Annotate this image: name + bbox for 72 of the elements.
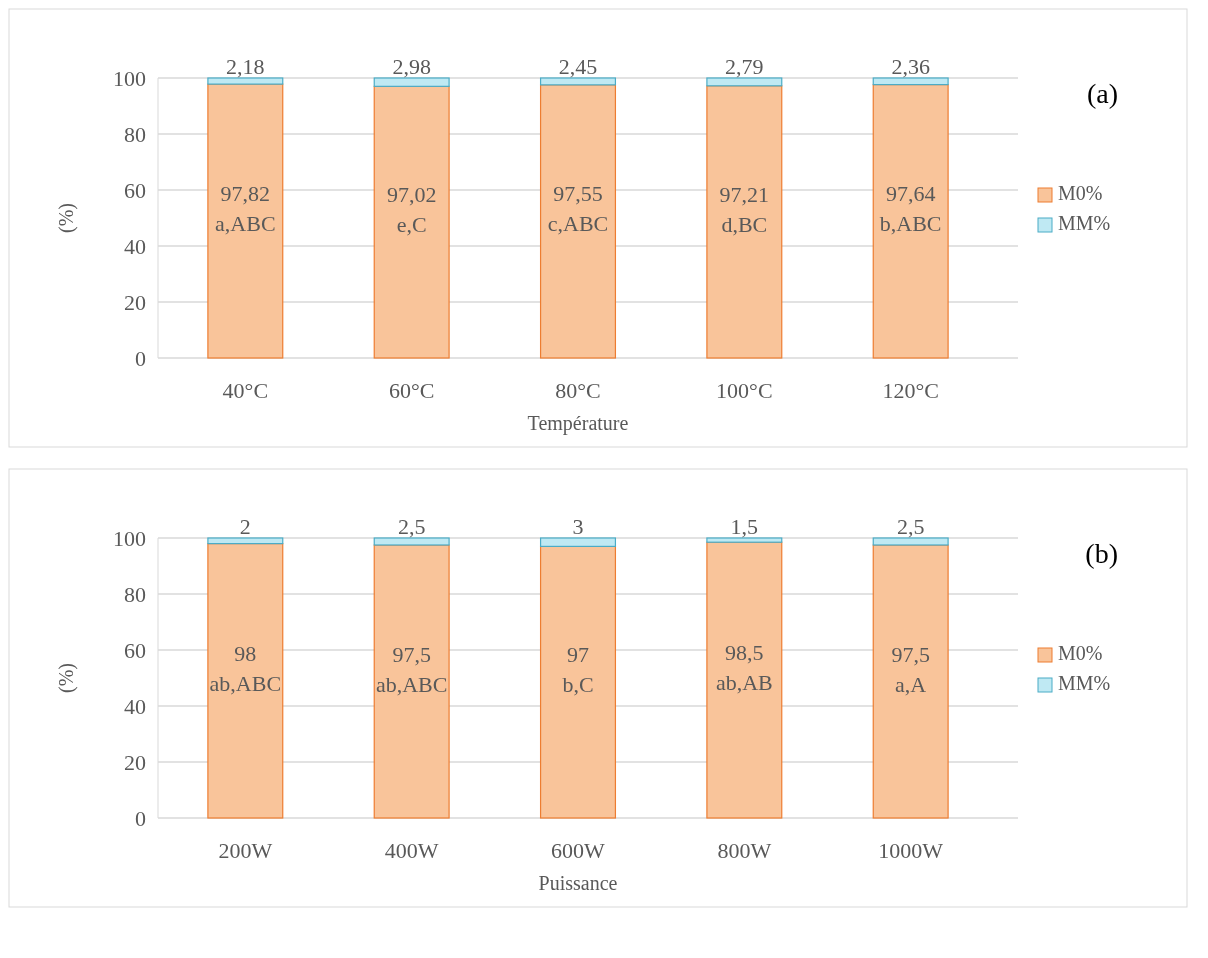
legend-label: MM% <box>1058 672 1111 694</box>
bar <box>539 84 617 359</box>
bar <box>373 544 450 819</box>
y-tick-label: 100 <box>113 65 146 91</box>
y-axis-title: (%) <box>55 663 78 693</box>
data-label: 97,21 d,BC <box>719 181 770 237</box>
data-label: 3 <box>572 514 584 539</box>
x-axis-title: Température <box>527 412 629 435</box>
x-tick-label: 400W <box>384 838 439 863</box>
y-tick-label: 100 <box>113 525 146 551</box>
x-tick-label: 60°C <box>388 378 435 403</box>
data-label: 97 b,C <box>562 642 594 698</box>
data-label: 2,18 <box>226 54 265 79</box>
bar <box>373 85 450 359</box>
text: (b) <box>1085 538 1118 569</box>
bar <box>706 85 783 359</box>
y-tick-label: 0 <box>135 345 146 371</box>
data-label: 2,98 <box>392 54 431 79</box>
bar <box>539 537 617 547</box>
bar <box>706 537 783 543</box>
legend-label: M0% <box>1058 642 1103 664</box>
x-tick-label: 40°C <box>222 378 269 403</box>
data-label: 97,5 a,A <box>891 641 930 697</box>
bar <box>539 77 617 86</box>
bar <box>207 543 284 819</box>
data-label: 97,64 b,ABC <box>879 181 942 237</box>
x-tick-label: 120°C <box>882 378 939 403</box>
bar <box>207 537 284 545</box>
data-label: 2,79 <box>725 54 764 79</box>
data-label: 2,36 <box>891 54 930 79</box>
legend-label: MM% <box>1058 212 1111 234</box>
bar <box>539 545 617 819</box>
y-tick-label: 0 <box>135 805 146 831</box>
bar <box>872 84 949 359</box>
x-tick-label: 200W <box>218 838 273 863</box>
y-tick-label: 60 <box>124 637 146 663</box>
data-label: 1,5 <box>730 514 759 539</box>
y-tick-label: 40 <box>124 693 146 719</box>
legend-label: M0% <box>1058 182 1103 204</box>
x-tick-label: 600W <box>551 838 606 863</box>
data-label: 2 <box>239 514 251 539</box>
bar <box>373 77 450 87</box>
x-tick-label: 100°C <box>716 378 773 403</box>
data-label: 97,5 ab,ABC <box>375 641 448 697</box>
y-tick-label: 60 <box>124 177 146 203</box>
text: (a) <box>1086 78 1118 109</box>
data-label: 2,5 <box>896 514 925 539</box>
bar <box>872 77 949 86</box>
bar <box>706 77 783 87</box>
bar <box>207 77 284 85</box>
y-tick-label: 20 <box>124 749 146 775</box>
y-tick-label: 20 <box>124 289 146 315</box>
data-label: 2,45 <box>558 54 598 79</box>
y-tick-label: 40 <box>124 233 146 259</box>
x-tick-label: 80°C <box>555 378 601 403</box>
bar <box>207 83 284 359</box>
data-label: 2,5 <box>397 514 426 539</box>
data-label: 98,5 ab,AB <box>715 640 773 696</box>
x-tick-label: 800W <box>717 838 772 863</box>
x-axis-title: Puissance <box>538 872 618 894</box>
data-label: 97,55 c,ABC <box>547 181 609 237</box>
bar <box>373 537 450 546</box>
y-tick-label: 80 <box>124 121 146 147</box>
data-label: 98 ab,ABC <box>209 640 282 696</box>
bar <box>706 541 783 819</box>
bar <box>872 544 949 819</box>
y-tick-label: 80 <box>124 581 146 607</box>
bar <box>872 537 949 546</box>
x-tick-label: 1000W <box>878 838 944 863</box>
y-axis-title: (%) <box>55 203 78 233</box>
data-label: 97,02 e,C <box>386 182 437 238</box>
data-label: 97,82 a,ABC <box>215 181 276 237</box>
